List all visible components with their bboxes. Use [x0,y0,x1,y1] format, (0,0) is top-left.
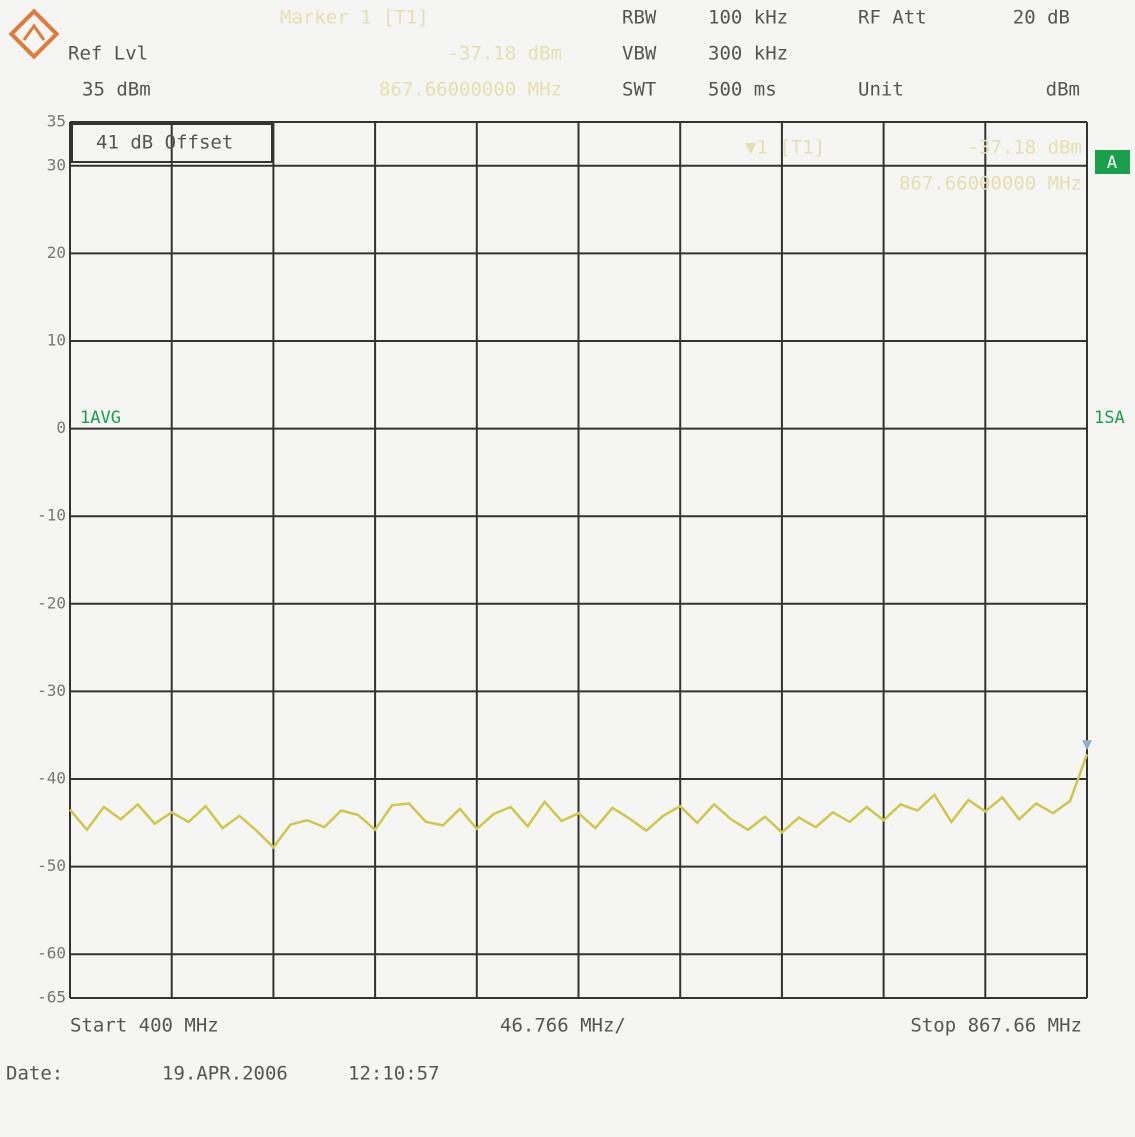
vbw: 300 kHz [708,43,788,65]
rbw-label: RBW [622,7,657,29]
y-tick-label: 20 [47,243,66,262]
offset-box [71,123,273,163]
date-label: Date: [6,1063,63,1085]
marker-level-readout: -37.18 dBm [968,137,1082,159]
trace-flag-box [1095,150,1130,174]
unit: dBm [1046,79,1080,101]
left-label: 1AVG [80,408,121,428]
vbw-label: VBW [622,43,657,65]
trace-flag: A [1107,153,1117,173]
y-tick-label: 35 [47,112,66,131]
span-label: 46.766 MHz/ [500,1015,626,1037]
rf-att-label: RF Att [858,7,927,29]
y-tick-label: 0 [56,418,66,437]
time: 12:10:57 [348,1063,440,1085]
marker-freq-readout: 867.66000000 MHz [899,173,1082,195]
y-tick-label: -40 [37,769,66,788]
y-tick-label: 10 [47,331,66,350]
y-tick-label: -50 [37,856,66,875]
start-label: Start 400 MHz [70,1015,219,1037]
rbw: 100 kHz [708,7,788,29]
date: 19.APR.2006 [162,1063,288,1085]
logo [8,8,60,60]
stop-label: Stop 867.66 MHz [910,1015,1082,1037]
offset-note: 41 dB Offset [96,132,233,154]
plot: 35 30 20 10 0 -10 -20 -30 -40 -50 -60 -65 [37,112,1092,1007]
marker [1082,740,1092,751]
ref-lvl-label: Ref Lvl [68,43,148,65]
marker-title: Marker 1 [T1] [280,7,429,29]
marker-freq: 867.66000000 MHz [379,79,562,101]
ref-lvl: 35 dBm [82,79,151,101]
trace [69,753,1089,850]
marker-level: -37.18 dBm [448,43,562,65]
y-tick-label: -65 [37,988,66,1007]
right-label: 1SA [1094,408,1125,428]
swt-label: SWT [622,79,656,101]
swt: 500 ms [708,79,777,101]
y-tick-label: -20 [37,593,66,612]
y-tick-label: -10 [37,506,66,525]
unit-label: Unit [858,79,904,101]
rf-att: 20 dB [1013,7,1070,29]
y-tick-label: -30 [37,681,66,700]
marker-label: ▼1 [T1] [745,137,825,159]
y-tick-label: -60 [37,944,66,963]
y-tick-label: 30 [47,155,66,174]
